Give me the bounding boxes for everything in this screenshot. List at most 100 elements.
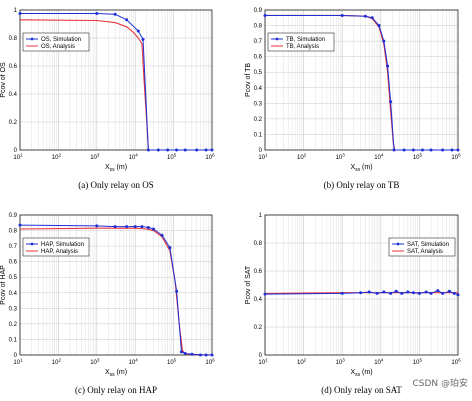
legend-label: SAT, Analysis xyxy=(407,249,443,255)
data-point xyxy=(389,291,393,295)
x-tick-label: 102 xyxy=(297,358,307,367)
series-line xyxy=(19,227,213,356)
data-point xyxy=(375,291,379,295)
x-tick-label: 102 xyxy=(52,153,62,162)
panel-caption: (d) Only relay on SAT xyxy=(321,385,402,395)
axes-box xyxy=(19,9,213,151)
y-axis-label: Pcov of HAP xyxy=(0,265,7,305)
x-tick-label: 105 xyxy=(413,153,423,162)
x-tick-label: 102 xyxy=(52,358,62,367)
y-axis-label: Pcov of OS xyxy=(0,62,7,98)
chart-panel-2: 0 0.1 0.2 0.3 0.4 0.5 0.6 0.7 0.8 0.9 101 102 103 104… xyxy=(245,8,461,190)
data-point xyxy=(429,291,433,295)
x-tick-label: 101 xyxy=(13,153,23,162)
y-tick-label: 0.8 xyxy=(254,241,263,247)
x-tick-label: 101 xyxy=(13,358,23,367)
data-point xyxy=(133,225,137,229)
y-tick-label: 0.2 xyxy=(254,325,263,331)
analysis-series xyxy=(19,227,213,356)
data-point xyxy=(183,148,187,152)
legend-marker xyxy=(396,242,400,246)
legend-marker xyxy=(275,37,279,41)
data-point xyxy=(441,148,445,152)
series-line xyxy=(265,14,458,151)
data-point xyxy=(18,223,22,227)
legend-label: SAT, Simulation xyxy=(407,242,449,248)
x-tick-label: 104 xyxy=(129,358,139,367)
data-point xyxy=(450,148,454,152)
data-point xyxy=(183,351,187,355)
data-point xyxy=(210,148,214,152)
y-tick-label: 0.8 xyxy=(9,36,18,42)
data-point xyxy=(140,225,144,229)
data-point xyxy=(417,291,421,295)
data-point xyxy=(392,148,396,152)
y-tick-label: 0.6 xyxy=(254,55,263,61)
data-point xyxy=(447,289,451,293)
data-point xyxy=(411,148,415,152)
data-point xyxy=(204,353,208,357)
y-axis-label: Pcov of SAT xyxy=(245,265,252,304)
y-tick-label: 0.7 xyxy=(9,244,18,250)
legend-marker xyxy=(30,242,34,246)
data-point xyxy=(394,289,398,293)
y-tick-label: 0.6 xyxy=(254,269,263,275)
data-point xyxy=(18,12,22,15)
legend-label: TB, Simulation xyxy=(286,37,325,43)
data-point xyxy=(146,148,150,152)
panel-caption: (b) Only relay on TB xyxy=(324,180,400,190)
legend-box xyxy=(22,237,90,257)
data-point xyxy=(198,353,202,357)
data-point xyxy=(441,291,445,295)
x-axis-label: Xss (m) xyxy=(350,164,372,173)
x-tick-label: 104 xyxy=(129,153,139,162)
data-point xyxy=(136,29,140,33)
legend-label: OS, Analysis xyxy=(41,44,75,50)
y-tick-label: 0.2 xyxy=(9,322,18,328)
chart-panel-3: 0 0.1 0.2 0.3 0.4 0.5 0.6 0.7 0.8 0.9 101 102 103 104… xyxy=(0,213,215,395)
x-axis-label: Xss (m) xyxy=(105,164,127,173)
x-tick-label: 106 xyxy=(205,153,215,162)
data-point xyxy=(152,227,156,231)
data-point xyxy=(95,12,99,15)
x-tick-label: 103 xyxy=(90,358,100,367)
data-point xyxy=(156,148,160,152)
y-tick-label: 0.2 xyxy=(9,120,18,126)
data-point xyxy=(386,64,390,68)
data-point xyxy=(452,291,456,295)
data-point xyxy=(179,350,183,354)
data-point xyxy=(382,39,386,43)
y-tick-label: 0 xyxy=(259,148,263,154)
plot-area xyxy=(20,10,212,150)
y-tick-label: 0.3 xyxy=(254,101,263,107)
x-tick-label: 102 xyxy=(297,153,307,162)
grid-lines xyxy=(19,214,212,356)
y-tick-label: 0 xyxy=(14,148,18,154)
y-tick-label: 1 xyxy=(259,213,263,219)
data-point xyxy=(204,148,208,152)
data-point xyxy=(160,233,164,237)
data-point xyxy=(377,24,381,28)
data-point xyxy=(175,289,179,293)
x-tick-label: 103 xyxy=(336,153,346,162)
data-point xyxy=(367,290,371,294)
y-tick-label: 0.8 xyxy=(9,229,18,235)
plot-area xyxy=(265,10,458,150)
x-tick-label: 106 xyxy=(205,358,215,367)
data-point xyxy=(95,224,99,228)
y-tick-label: 0.5 xyxy=(254,70,263,76)
y-tick-label: 0.5 xyxy=(9,275,18,281)
y-axis-label: Pcov of TB xyxy=(245,63,252,97)
data-point xyxy=(263,292,267,296)
x-tick-label: 103 xyxy=(90,153,100,162)
data-point xyxy=(113,12,117,16)
x-axis-label: Xss (m) xyxy=(350,369,372,378)
x-tick-label: 101 xyxy=(258,153,268,162)
simulation-series xyxy=(263,289,460,297)
legend-label: HAP, Analysis xyxy=(41,249,78,255)
legend-box xyxy=(267,32,335,52)
